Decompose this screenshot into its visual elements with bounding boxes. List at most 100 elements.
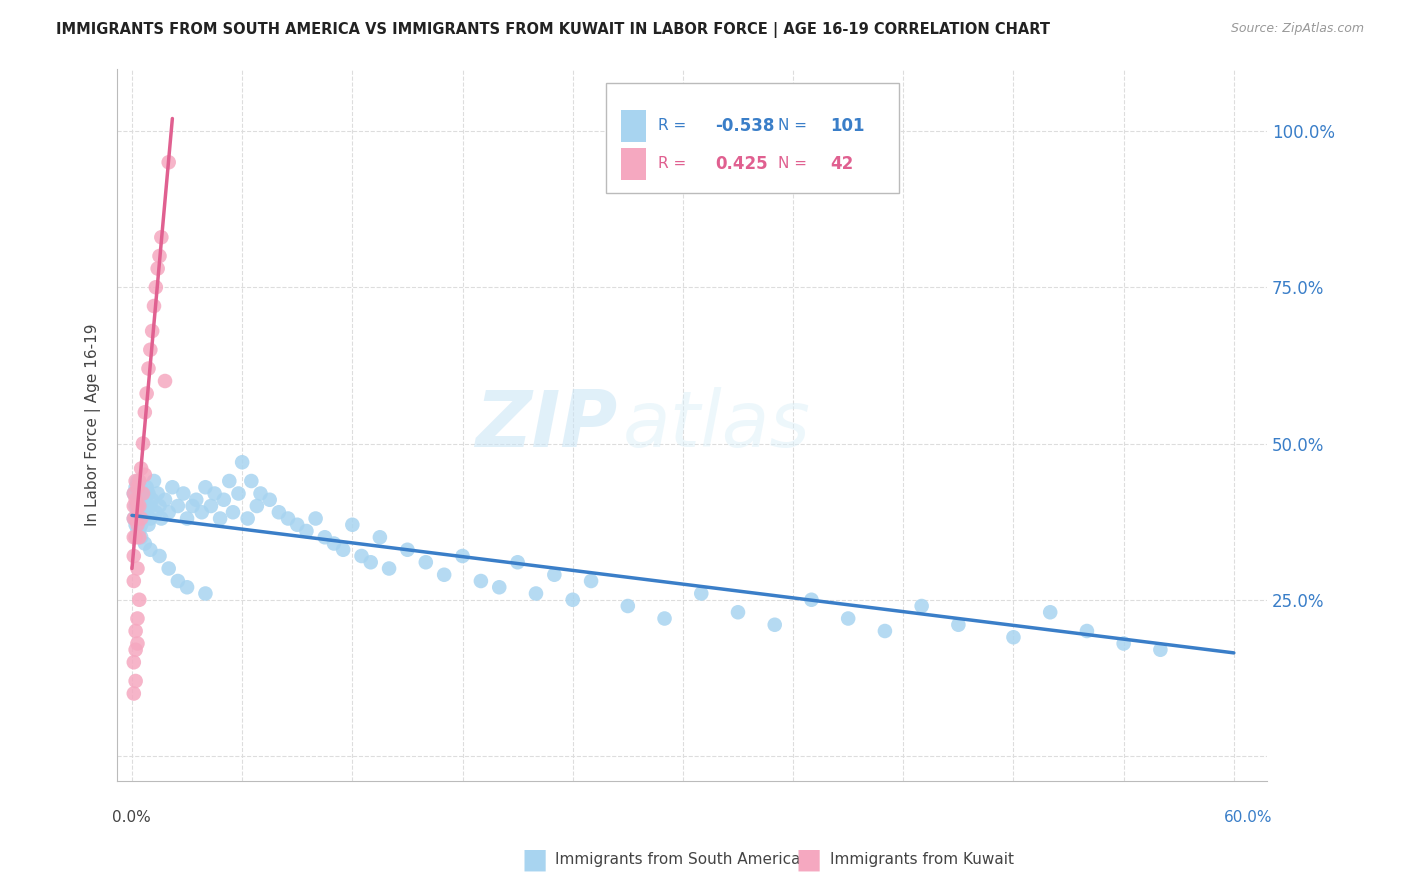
Point — [314, 530, 336, 544]
Point — [948, 617, 970, 632]
Point — [129, 511, 152, 525]
Point — [176, 511, 198, 525]
Point — [176, 580, 198, 594]
Point — [143, 474, 166, 488]
Point — [267, 505, 290, 519]
Point — [285, 517, 308, 532]
Point — [153, 492, 176, 507]
Point — [122, 574, 145, 588]
Point — [150, 230, 173, 244]
Text: ■: ■ — [796, 846, 821, 874]
Point — [128, 592, 150, 607]
Point — [124, 474, 146, 488]
Point — [1002, 630, 1025, 644]
Point — [139, 542, 162, 557]
Point — [129, 530, 152, 544]
Point — [124, 480, 146, 494]
Point — [129, 480, 152, 494]
Point — [231, 455, 253, 469]
Point — [122, 499, 145, 513]
Point — [128, 524, 150, 538]
Point — [122, 549, 145, 563]
Point — [350, 549, 373, 563]
Point — [153, 374, 176, 388]
Point — [246, 499, 269, 513]
Point — [124, 624, 146, 638]
Point — [249, 486, 271, 500]
Point — [135, 480, 157, 494]
Point — [122, 686, 145, 700]
Point — [911, 599, 934, 613]
Text: atlas: atlas — [623, 387, 811, 463]
Point — [122, 530, 145, 544]
Point — [396, 542, 419, 557]
Point — [134, 405, 156, 419]
Text: -0.538: -0.538 — [716, 117, 775, 135]
Point — [145, 505, 167, 519]
Point — [127, 492, 149, 507]
Point — [124, 517, 146, 532]
Point — [148, 499, 170, 513]
Point — [204, 486, 226, 500]
Point — [132, 436, 155, 450]
Point — [132, 505, 155, 519]
Point — [127, 474, 149, 488]
Point — [506, 555, 529, 569]
Point — [157, 155, 180, 169]
Point — [873, 624, 896, 638]
Point — [129, 461, 152, 475]
Point — [141, 324, 163, 338]
Point — [470, 574, 492, 588]
Point — [654, 611, 676, 625]
Point — [138, 517, 160, 532]
Point — [433, 567, 456, 582]
Point — [127, 517, 149, 532]
Point — [190, 505, 212, 519]
Point — [138, 361, 160, 376]
Point — [524, 586, 547, 600]
Point — [157, 505, 180, 519]
Point — [162, 480, 184, 494]
Point — [690, 586, 713, 600]
Point — [124, 492, 146, 507]
Point — [194, 586, 217, 600]
Point — [727, 605, 749, 619]
Point — [186, 492, 208, 507]
Point — [800, 592, 823, 607]
Point — [127, 524, 149, 538]
Y-axis label: In Labor Force | Age 16-19: In Labor Force | Age 16-19 — [86, 324, 101, 526]
Point — [138, 486, 160, 500]
Point — [134, 511, 156, 525]
Point — [360, 555, 382, 569]
Point — [135, 499, 157, 513]
Point — [259, 492, 281, 507]
Point — [415, 555, 437, 569]
Point — [122, 486, 145, 500]
Point — [579, 574, 602, 588]
Point — [451, 549, 474, 563]
Point — [617, 599, 640, 613]
Point — [122, 486, 145, 500]
Point — [150, 511, 173, 525]
Text: ■: ■ — [522, 846, 547, 874]
Point — [1149, 642, 1171, 657]
Point — [143, 299, 166, 313]
Point — [134, 536, 156, 550]
Point — [167, 499, 190, 513]
Point — [218, 474, 240, 488]
Point — [1112, 636, 1135, 650]
Point — [146, 261, 169, 276]
Point — [837, 611, 859, 625]
Point — [127, 561, 149, 575]
Point — [132, 486, 155, 500]
Point — [194, 480, 217, 494]
Point — [127, 499, 149, 513]
Point — [172, 486, 194, 500]
Point — [342, 517, 364, 532]
Point — [295, 524, 318, 538]
Point — [181, 499, 204, 513]
Point — [124, 511, 146, 525]
Point — [128, 530, 150, 544]
Point — [128, 499, 150, 513]
Point — [277, 511, 299, 525]
